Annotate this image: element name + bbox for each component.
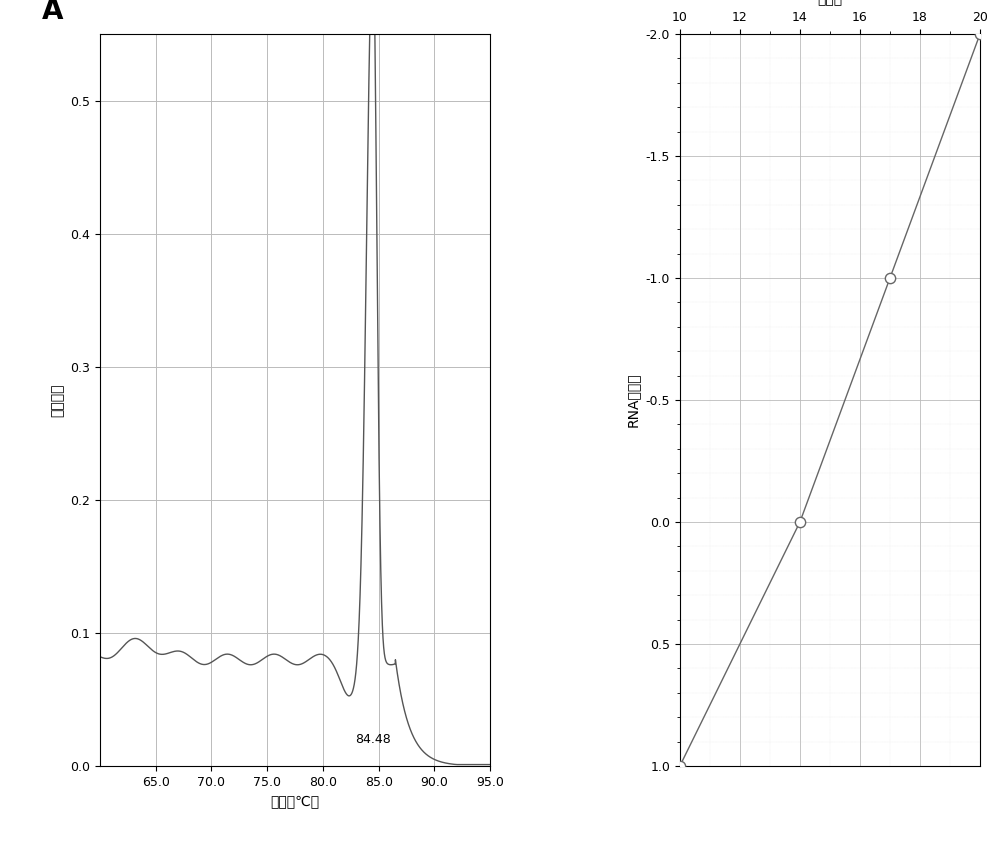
Y-axis label: RNA拷贝量: RNA拷贝量	[626, 373, 640, 427]
X-axis label: 温度（℃）: 温度（℃）	[270, 794, 320, 808]
Point	[792, 515, 808, 528]
Text: A: A	[41, 0, 63, 26]
Point	[972, 27, 988, 41]
Point	[882, 271, 898, 285]
Text: B: B	[620, 0, 641, 3]
X-axis label: 循环数: 循环数	[817, 0, 843, 6]
Text: 84.48: 84.48	[355, 733, 391, 746]
Y-axis label: 荧光强度: 荧光强度	[51, 383, 65, 417]
Point	[672, 759, 688, 773]
